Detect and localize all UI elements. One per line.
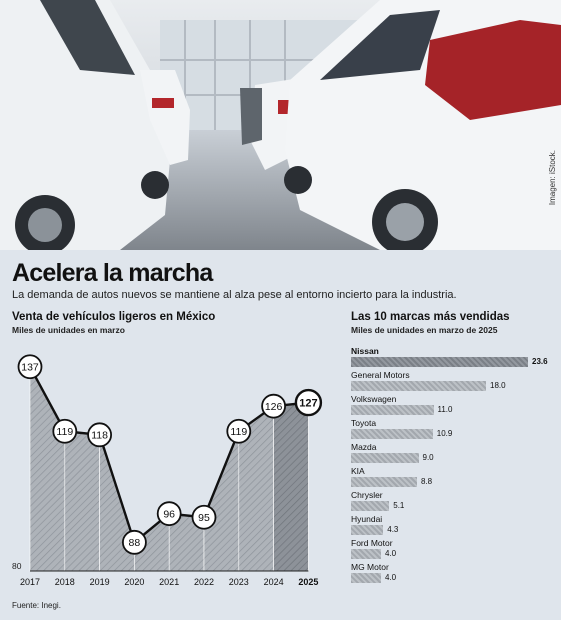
bar [351, 381, 486, 391]
bar [351, 501, 390, 511]
bar-value-label: 18.0 [490, 381, 506, 390]
bar-value-label: 11.0 [437, 405, 453, 414]
sales-chart-title: Venta de vehículos ligeros en México [12, 311, 216, 323]
bar [351, 429, 433, 439]
bar [351, 405, 434, 415]
data-label: 95 [198, 512, 210, 524]
bar [351, 549, 381, 559]
bar [351, 453, 419, 463]
data-point [191, 504, 217, 530]
data-point [226, 418, 252, 444]
brands-chart-title: Las 10 marcas más vendidas [351, 311, 510, 323]
data-label: 119 [56, 426, 73, 438]
header-photo: Imagen: iStock. [0, 0, 561, 250]
data-point [52, 418, 78, 444]
data-label: 137 [21, 362, 39, 374]
data-label: 127 [299, 397, 317, 409]
bar-category-label: Chrysler [351, 490, 383, 500]
bar-category-label: Nissan [351, 346, 379, 356]
x-tick-label: 2019 [90, 577, 110, 587]
bar-category-label: Mazda [351, 442, 377, 452]
area-segment [203, 431, 240, 572]
area-segment [64, 430, 100, 572]
bar-value-label: 4.0 [385, 549, 397, 558]
data-point [156, 501, 182, 527]
sales-area-chart: 80 137 119 118 88 96 95 119 126 127 2017 2018 2019 2… [12, 354, 323, 587]
y-baseline-label: 80 [12, 561, 22, 571]
brands-chart-subtitle: Miles de unidades en marzo de 2025 [351, 325, 498, 335]
bar-category-label: Hyundai [351, 514, 383, 524]
bar-category-label: Toyota [351, 418, 377, 428]
bar-category-label: MG Motor [351, 562, 389, 572]
x-tick-label: 2022 [194, 577, 214, 587]
x-tick-label: 2020 [124, 577, 144, 587]
data-point [121, 529, 147, 555]
bar [351, 357, 528, 367]
x-tick-label: 2018 [55, 577, 75, 587]
data-point [261, 393, 287, 419]
photo-credit: Imagen: iStock. [548, 150, 557, 206]
bar-value-label: 8.8 [421, 477, 433, 486]
x-tick-label: 2025 [298, 577, 318, 587]
bar-value-label: 5.1 [393, 501, 405, 510]
x-tick-label: 2017 [20, 577, 40, 587]
bar-value-label: 4.0 [385, 573, 397, 582]
data-label: 119 [230, 426, 247, 438]
sales-chart-subtitle: Miles de unidades en marzo [12, 325, 125, 335]
page-title: Acelera la marcha [12, 259, 213, 287]
bar-category-label: Ford Motor [351, 538, 393, 548]
source-note: Fuente: Inegi. [12, 601, 61, 610]
data-point [87, 422, 112, 448]
area-segment [273, 402, 309, 572]
bar [351, 573, 381, 583]
bar-value-label: 9.0 [422, 453, 434, 462]
data-label: 96 [163, 508, 175, 520]
bar-category-label: Volkswagen [351, 394, 397, 404]
bar-value-label: 23.6 [532, 357, 548, 366]
bar-category-label: General Motors [351, 370, 410, 380]
data-label: 118 [91, 430, 108, 442]
page-subtitle: La demanda de autos nuevos se mantiene a… [12, 289, 457, 301]
bar-value-label: 4.3 [387, 525, 399, 534]
x-tick-label: 2021 [159, 577, 179, 587]
bar [351, 477, 417, 487]
data-label: 88 [129, 537, 141, 549]
data-point [294, 388, 323, 417]
data-label: 126 [265, 401, 283, 413]
x-tick-label: 2023 [229, 577, 249, 587]
x-tick-label: 2024 [264, 577, 284, 587]
bar-category-label: KIA [351, 466, 365, 476]
data-point [17, 354, 43, 380]
bar [351, 525, 384, 535]
bar-value-label: 10.9 [436, 429, 453, 438]
